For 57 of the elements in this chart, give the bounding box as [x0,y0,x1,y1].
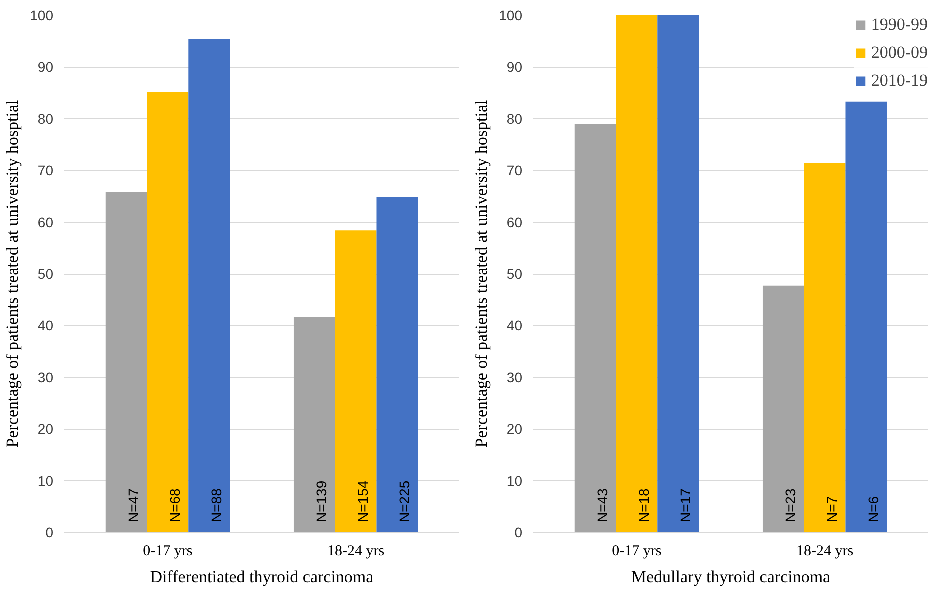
y-axis-title: Percentage of patients treated at university hosptial [472,100,492,448]
y-tick-label: 40 [506,318,523,334]
bar [376,197,418,532]
annotation: N=7 [824,496,840,522]
y-tick-label: 60 [506,214,523,230]
bar [658,16,700,532]
y-tick-label: 0 [514,524,523,540]
x-tick-label: 18-24 yrs [796,544,854,560]
legend-label: 2000-09 [871,43,928,63]
y-tick-label: 90 [506,59,523,76]
annotation: N=47 [126,488,142,522]
y-tick-label: 60 [38,214,54,230]
bar [804,163,846,532]
annotation: N=23 [782,488,799,522]
y-axis-title: Percentage of patients treated at university hosptial [3,100,22,448]
annotation: N=225 [396,480,412,522]
y-tick-label: 20 [506,421,523,438]
y-tick-label: 40 [38,318,54,334]
bar [335,230,377,532]
bar [294,317,336,532]
annotation: N=68 [166,488,183,522]
y-tick-label: 80 [38,110,54,127]
y-tick-label: 50 [38,266,54,282]
y-tick-label: 10 [38,472,54,489]
y-tick-label: 100 [30,8,54,24]
y-tick-label: 10 [506,472,523,489]
bar [147,92,189,532]
annotation: N=18 [636,488,652,522]
y-tick-label: 100 [499,8,523,24]
legend-label: 2010-19 [871,71,928,91]
annotation: N=6 [865,496,882,522]
y-tick-label: 90 [38,59,54,76]
annotation: N=154 [355,480,372,522]
y-tick-label: 70 [38,162,54,179]
legend-label: 1990-99 [871,15,928,35]
x-tick-label: 18-24 yrs [328,544,385,560]
bar [574,124,616,532]
bar [188,39,230,532]
annotation: N=139 [314,480,330,522]
bar [762,286,804,532]
y-tick-label: 50 [506,266,523,282]
annotation: N=43 [594,488,611,522]
annotation: N=17 [677,488,694,522]
x-axis-title: Medullary thyroid carcinoma [631,568,832,586]
y-tick-label: 20 [38,421,54,438]
y-tick-label: 0 [46,524,54,540]
x-axis-title: Differentiated thyroid carcinoma [150,568,374,586]
x-tick-label: 0-17 yrs [612,544,662,560]
x-tick-label: 0-17 yrs [143,544,193,560]
bar [616,16,658,532]
bar [106,192,148,532]
y-tick-label: 30 [506,369,523,386]
y-tick-label: 30 [38,369,54,386]
y-tick-label: 70 [506,162,523,179]
annotation: N=88 [208,488,224,522]
y-tick-label: 80 [506,110,523,127]
bar [846,102,888,532]
